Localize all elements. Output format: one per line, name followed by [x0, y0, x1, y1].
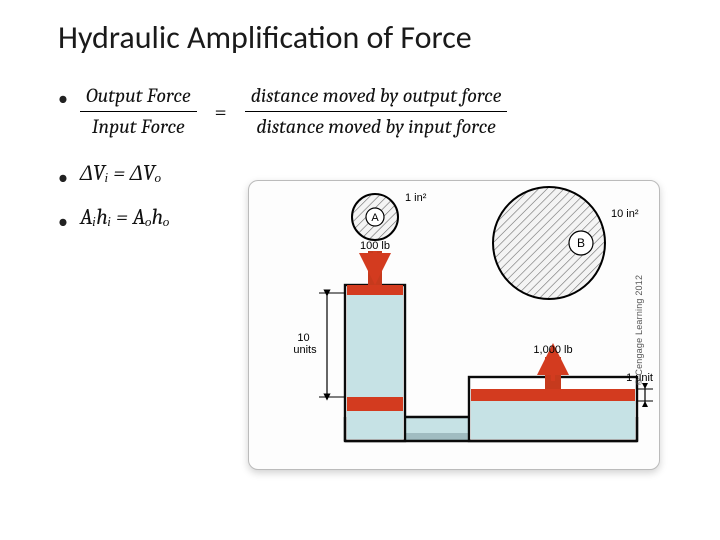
- eq3-text: Aᵢhᵢ = Aₒhₒ: [80, 204, 170, 230]
- label-1000lb: 1,000 lb: [533, 344, 572, 356]
- eq1-right-fraction: distance moved by output force distance …: [245, 81, 508, 142]
- circle-b-area: 10 in²: [611, 208, 639, 220]
- bullet-eq2: ΔVᵢ = ΔVₒ: [58, 160, 238, 186]
- eq1-right-num: distance moved by output force: [245, 81, 508, 111]
- piston-b-slab: [471, 389, 635, 401]
- slide-title: Hydraulic Amplification of Force: [58, 18, 672, 57]
- equals-sign: =: [211, 99, 231, 125]
- eq1-left-fraction: Output Force Input Force: [80, 81, 197, 142]
- piston-a-bottom: [347, 397, 403, 411]
- piston-a-top: [347, 285, 403, 295]
- eq1-left-den: Input Force: [86, 112, 191, 142]
- circle-a-area: 1 in²: [405, 192, 427, 204]
- eq1-right-den: distance moved by input force: [250, 112, 501, 142]
- bullet-eq3: Aᵢhᵢ = Aₒhₒ: [58, 204, 238, 230]
- eq2-text: ΔVᵢ = ΔVₒ: [80, 160, 161, 186]
- bullet-eq1: Output Force Input Force = distance move…: [58, 81, 672, 142]
- copyright-text: © Cengage Learning 2012: [634, 275, 644, 385]
- circle-b-label: B: [577, 236, 585, 250]
- dim-a-label: 10 units: [293, 332, 317, 356]
- hydraulic-diagram: A 1 in² 100 lb B 10 in² 1,000 lb 10 unit…: [248, 180, 678, 480]
- eq1-left-num: Output Force: [80, 81, 197, 111]
- label-100lb: 100 lb: [360, 240, 390, 252]
- circle-a-label: A: [371, 212, 379, 224]
